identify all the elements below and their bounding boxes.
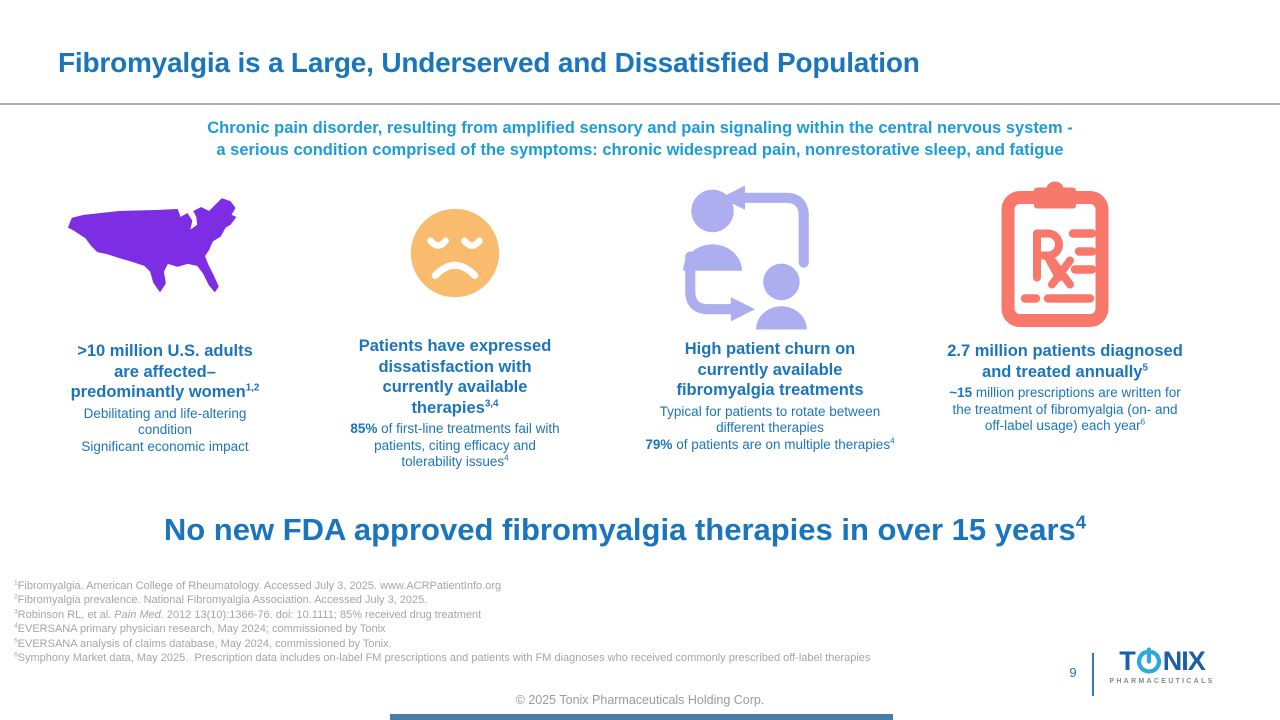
footnote: 1Fibromyalgia. American College of Rheum… (14, 579, 502, 592)
key-message-superscript: 4 (1075, 511, 1087, 533)
footnote: 6Symphony Market data, May 2025. Prescri… (14, 651, 871, 665)
stat-column-dissatisfaction: Patients have expressed dissatisfaction w… (320, 336, 590, 471)
footnote: 5EVERSANA analysis of claims database, M… (14, 636, 392, 650)
stat-body-line: off-label usage) each year6 (984, 417, 1146, 433)
stat-body: 85% of first-line treatments fail with pa… (320, 421, 590, 471)
logo-letter-t: T (1119, 646, 1135, 676)
stat-column-churn: High patient churn on currently available… (610, 339, 930, 453)
stat-column-population: >10 million U.S. adults are affected– pred… (30, 341, 300, 455)
stat-heading-line: predominantly women1,2 (70, 382, 260, 401)
stat-heading: Patients have expressed dissatisfaction w… (320, 336, 590, 418)
footnotes: 1Fibromyalgia. American College of Rheum… (14, 579, 870, 665)
key-message: No new FDA approved fibromyalgia therapi… (0, 512, 1250, 548)
footnote: 4EVERSANA primary physician research, Ma… (14, 622, 386, 636)
stat-body-line: different therapies (716, 420, 824, 435)
tonix-logo: T NIX PHARMACEUTICALS (1104, 647, 1220, 686)
footnote: 3Robinson RL, et al. Pain Med. 2012 13(1… (14, 608, 482, 621)
stat-heading-line: and treated annually5 (982, 362, 1148, 381)
patient-churn-icon (672, 177, 824, 330)
stat-body-line: the treatment of fibromyalgia (on- and (952, 401, 1178, 417)
logo-letters-nix: NIX (1162, 646, 1206, 676)
sad-face-icon (408, 206, 502, 300)
stat-heading-line: therapies3,4 (411, 398, 499, 417)
stat-body-line: patients, citing efficacy and (374, 437, 536, 453)
slide-title: Fibromyalgia is a Large, Underserved and… (58, 47, 920, 78)
us-map-icon (62, 193, 258, 325)
stat-heading-line: are affected– (114, 362, 216, 381)
stat-body-line: tolerability issues4 (401, 453, 509, 469)
rx-clipboard-icon (1001, 181, 1109, 328)
stat-column-prescriptions: 2.7 million patients diagnosed and treate… (910, 341, 1220, 435)
copyright: © 2025 Tonix Pharmaceuticals Holding Cor… (515, 693, 765, 707)
title-divider (0, 103, 1280, 105)
stat-heading-line: 2.7 million patients diagnosed (947, 342, 1183, 360)
stat-body: Debilitating and life-altering condition S… (30, 406, 300, 456)
subtitle-line-1: Chronic pain disorder, resulting from am… (207, 119, 1073, 137)
stat-heading-line: currently available (697, 360, 843, 379)
tonix-logo-wordmark: T NIX (1104, 647, 1220, 675)
stat-heading-line: Patients have expressed (358, 337, 552, 355)
subtitle-line-2: a serious condition comprised of the sym… (216, 141, 1064, 159)
key-message-text: No new FDA approved fibromyalgia therapi… (163, 512, 1076, 547)
stat-heading-line: >10 million U.S. adults (77, 342, 253, 360)
stat-body-line: ~15 million prescriptions are written fo… (949, 385, 1181, 400)
stat-heading-line: dissatisfaction with (378, 357, 532, 376)
logo-tagline: PHARMACEUTICALS (1109, 678, 1215, 685)
stat-body: ~15 million prescriptions are written fo… (910, 385, 1220, 435)
stat-heading-line: currently available (382, 378, 528, 396)
stat-body-line: 85% of first-line treatments fail with (350, 421, 560, 436)
stat-heading-line: High patient churn on (684, 340, 856, 358)
stat-heading: High patient churn on currently available… (610, 339, 930, 401)
power-button-icon (1136, 647, 1162, 676)
stat-body: Typical for patients to rotate between di… (610, 404, 930, 454)
footnote: 2Fibromyalgia prevalence. National Fibro… (14, 593, 428, 607)
stat-heading: 2.7 million patients diagnosed and treate… (910, 341, 1220, 382)
stat-body-line: condition (137, 422, 193, 437)
stat-body-line: 79% of patients are on multiple therapie… (645, 436, 895, 452)
stat-body-line: Debilitating and life-altering (83, 405, 247, 421)
stat-heading: >10 million U.S. adults are affected– pred… (30, 341, 300, 403)
page-number: 9 (1069, 665, 1077, 680)
stat-body-line: Typical for patients to rotate between (659, 403, 881, 419)
stat-heading-line: fibromyalgia treatments (676, 381, 864, 399)
footer-bar (390, 714, 893, 720)
slide-subtitle: Chronic pain disorder, resulting from am… (0, 117, 1280, 161)
footer-divider (1092, 653, 1094, 696)
stat-body-line: Significant economic impact (81, 438, 249, 454)
